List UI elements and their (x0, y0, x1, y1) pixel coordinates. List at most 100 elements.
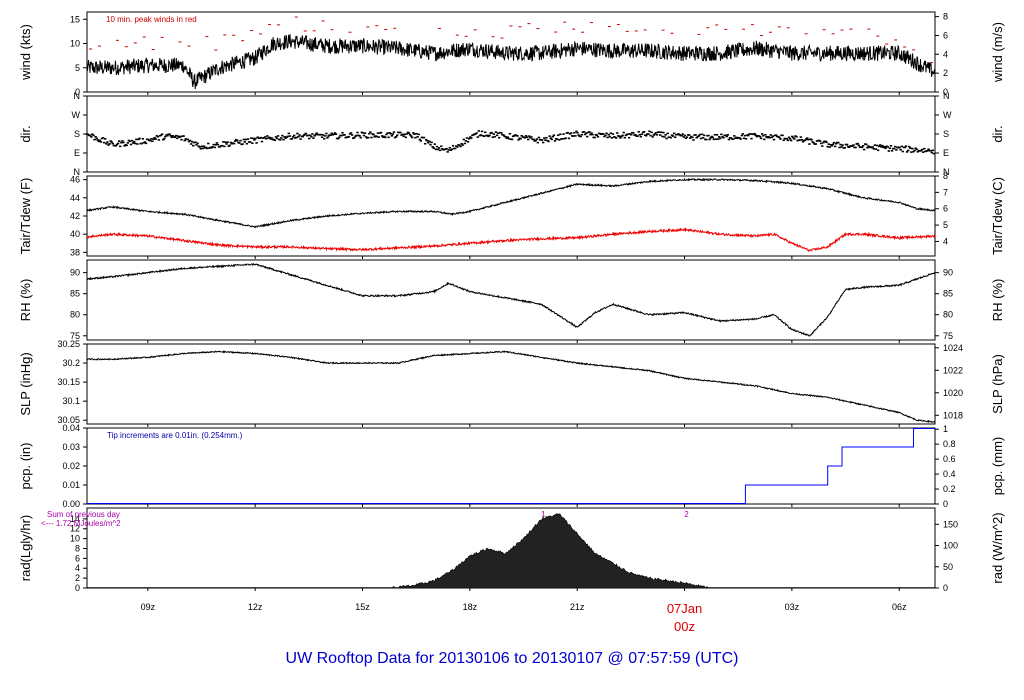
direction-dot (336, 137, 340, 140)
direction-dot (491, 136, 494, 138)
direction-dot (387, 136, 390, 139)
direction-dot (180, 138, 183, 141)
direction-dot (793, 138, 796, 140)
left-tick-label-slp: 30.1 (62, 396, 80, 406)
x-tick-label: 06z (892, 602, 907, 612)
direction-dot (102, 141, 106, 144)
direction-dot (887, 150, 891, 152)
direction-dot (661, 135, 664, 138)
direction-dot (753, 132, 756, 135)
direction-dot (469, 136, 472, 138)
direction-dot (368, 132, 371, 135)
direction-dot (302, 134, 306, 137)
direction-dot (865, 143, 868, 146)
direction-dot (827, 143, 830, 145)
direction-dot (330, 132, 333, 135)
direction-dot (789, 139, 793, 142)
series-line-slp-0 (86, 350, 936, 424)
direction-dot (674, 136, 677, 139)
direction-dot (904, 145, 908, 148)
direction-dot (350, 134, 354, 136)
direction-dot (532, 138, 535, 141)
direction-dot (304, 132, 308, 135)
direction-dot (186, 138, 190, 141)
direction-dot (290, 137, 294, 140)
direction-dot (628, 133, 632, 135)
direction-dot (506, 136, 509, 139)
direction-dot (681, 133, 684, 135)
direction-dot (138, 137, 141, 140)
direction-dot (484, 131, 487, 134)
direction-dot (860, 146, 864, 149)
right-axis-label-slp: SLP (hPa) (990, 354, 1005, 414)
direction-dot (552, 134, 556, 137)
direction-dot (523, 136, 527, 139)
direction-dot (307, 137, 311, 140)
chart-title: UW Rooftop Data for 20130106 to 20130107… (285, 650, 739, 667)
direction-dot (376, 132, 380, 134)
right-tick-label-rad: 100 (943, 541, 958, 551)
direction-dot (579, 135, 582, 138)
direction-dot (623, 136, 626, 139)
direction-dot (116, 142, 120, 145)
direction-dot (194, 141, 197, 144)
direction-dot (86, 133, 90, 136)
right-tick-label-rh: 80 (943, 310, 953, 320)
direction-dot (380, 135, 384, 137)
direction-dot (92, 134, 95, 137)
left-tick-label-wind: 5 (75, 63, 80, 73)
direction-dot (251, 142, 254, 144)
direction-dot (731, 138, 735, 141)
direction-dot (89, 134, 92, 137)
direction-dot (435, 145, 439, 148)
direction-dot (609, 132, 613, 135)
direction-dot (913, 149, 916, 152)
right-tick-label-wind: 8 (943, 12, 948, 22)
direction-dot (708, 138, 711, 141)
right-tick-label-pcp: 0 (943, 499, 948, 509)
direction-dot (179, 135, 182, 138)
left-tick-label-pcp: 0.00 (62, 499, 80, 509)
direction-dot (577, 134, 580, 136)
direction-dot (343, 133, 346, 136)
direction-dot (871, 146, 874, 148)
direction-dot (299, 138, 302, 140)
right-tick-label-rad: 150 (943, 519, 958, 529)
direction-dot (829, 144, 833, 146)
direction-dot (854, 146, 857, 149)
direction-dot (480, 130, 484, 133)
direction-dot (573, 131, 576, 134)
direction-dot (525, 136, 529, 139)
direction-dot (791, 135, 794, 138)
direction-dot (412, 132, 415, 134)
right-axis-label-temp: Tair/Tdew (C) (990, 177, 1005, 255)
direction-dot (250, 137, 253, 139)
x-date-label: 07Jan (667, 601, 702, 616)
direction-dot (905, 151, 909, 153)
direction-dot (232, 142, 236, 145)
direction-dot (211, 146, 214, 148)
left-tick-label-slp: 30.25 (57, 339, 80, 349)
direction-dot (259, 136, 263, 139)
direction-dot (807, 138, 810, 141)
direction-dot (98, 139, 102, 142)
direction-dot (150, 138, 153, 140)
direction-dot (288, 135, 292, 137)
direction-dot (260, 140, 264, 143)
left-tick-label-wind: 0 (75, 87, 80, 97)
direction-dot (572, 135, 575, 137)
direction-dot (129, 143, 133, 146)
direction-dot (500, 132, 503, 134)
day-marker-rad: 2 (684, 510, 689, 519)
direction-dot (740, 134, 743, 137)
direction-dot (890, 149, 894, 152)
left-axis-label-slp: SLP (inHg) (18, 352, 33, 415)
direction-dot (188, 139, 192, 142)
direction-dot (548, 135, 551, 137)
direction-dot (477, 130, 480, 132)
direction-dot (405, 133, 409, 135)
direction-dot (528, 135, 531, 137)
right-tick-label-wind: 4 (943, 49, 948, 59)
series-line-wind-0 (86, 34, 936, 90)
direction-dot (593, 136, 596, 139)
